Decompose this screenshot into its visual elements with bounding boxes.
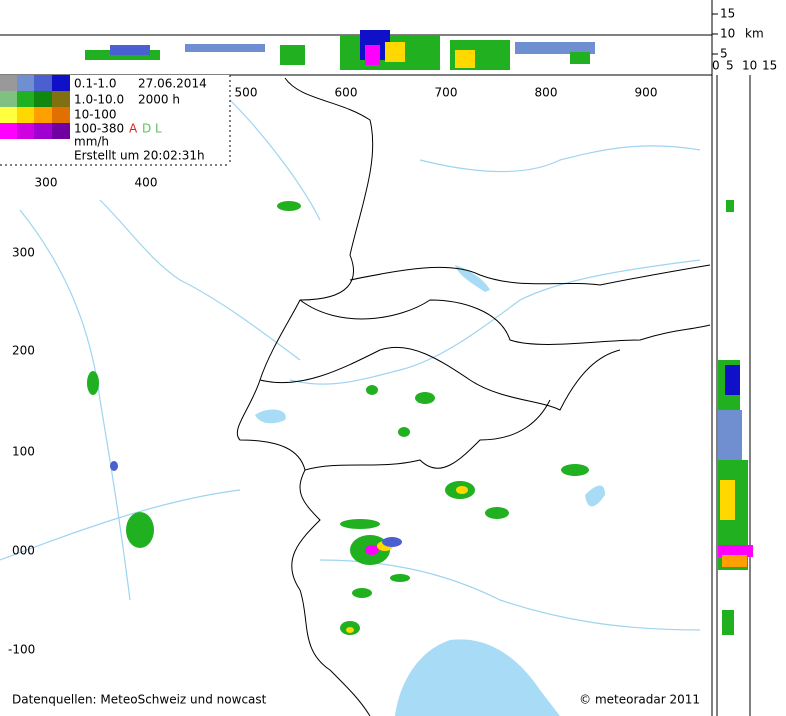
river (289, 259, 701, 385)
legend-unit: mm/h (74, 135, 109, 149)
y-label: 300 (12, 246, 35, 260)
river (99, 199, 301, 361)
profile-tick: 5 (720, 47, 728, 61)
right-profile: 15 10 5 km 0 5 10 15 (711, 7, 777, 716)
legend-created: Erstellt um 20:02:31h (74, 149, 205, 163)
legend-flag: D (142, 122, 151, 136)
profile-echo (718, 200, 753, 635)
lake (585, 485, 605, 507)
x-label: 700 (435, 86, 458, 100)
x-label: 500 (235, 86, 258, 100)
legend-time: 2000 h (138, 93, 180, 107)
border (299, 299, 711, 345)
x-label: 900 (635, 86, 658, 100)
legend-range: 0.1-1.0 (74, 77, 117, 91)
lake (255, 409, 286, 424)
radar-echo (87, 201, 589, 635)
border (304, 399, 551, 471)
profile-tick: 10 (742, 59, 757, 73)
lake (455, 265, 490, 292)
legend-flag: A (129, 122, 138, 136)
profile-tick: 10 (720, 27, 735, 41)
x-label: 800 (535, 86, 558, 100)
border (349, 264, 711, 286)
river (229, 99, 321, 221)
grid-labels: 500 600 700 800 900 300 400 300 200 100 … (8, 86, 657, 657)
y-label: -100 (8, 643, 35, 657)
river (19, 209, 131, 601)
river (0, 489, 241, 561)
border (236, 77, 374, 716)
top-profile (0, 0, 713, 76)
legend: 0.1-1.0 27.06.2014 1.0-10.0 2000 h 10-10… (0, 75, 231, 166)
profile-unit: km (745, 27, 764, 41)
x-label: 300 (35, 176, 58, 190)
x-label: 400 (135, 176, 158, 190)
river (319, 559, 701, 631)
profile-tick: 5 (726, 59, 734, 73)
footer-copyright: © meteoradar 2011 (579, 693, 700, 707)
footer-sources: Datenquellen: MeteoSchweiz und nowcast (12, 693, 267, 707)
profile-tick: 15 (720, 7, 735, 21)
legend-swatches (0, 75, 70, 139)
x-label: 600 (335, 86, 358, 100)
profile-tick: 0 (712, 59, 720, 73)
map (0, 77, 711, 716)
profile-echo (85, 30, 595, 70)
legend-range: 100-380 (74, 122, 124, 136)
legend-flag: L (155, 122, 162, 136)
legend-range: 1.0-10.0 (74, 93, 124, 107)
y-label: 000 (12, 544, 35, 558)
y-label: 100 (12, 445, 35, 459)
profile-tick: 15 (762, 59, 777, 73)
legend-range: 10-100 (74, 108, 117, 122)
y-label: 200 (12, 344, 35, 358)
border (259, 346, 621, 411)
sea (395, 639, 560, 716)
legend-date: 27.06.2014 (138, 77, 207, 91)
river (419, 145, 701, 173)
